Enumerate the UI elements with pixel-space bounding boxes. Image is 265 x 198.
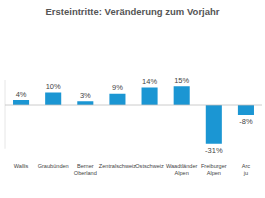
bar — [13, 100, 29, 105]
data-label: -8% — [239, 117, 253, 126]
category-label: Zentralschweiz — [99, 163, 137, 169]
category-label: WaadtländerAlpen — [166, 163, 198, 176]
bar — [206, 105, 222, 144]
category-label: Ostschweiz — [135, 163, 164, 169]
data-label: 14% — [142, 77, 157, 86]
bar — [238, 105, 254, 115]
data-label: 3% — [80, 91, 91, 100]
title: Ersteintritte: Veränderung zum Vorjahr — [45, 6, 219, 17]
data-label: 15% — [174, 76, 189, 85]
bar — [109, 94, 125, 105]
data-label: -31% — [205, 146, 223, 155]
category-label: FreiburgerAlpen — [201, 163, 227, 176]
data-label: 9% — [112, 83, 123, 92]
y-axis-line — [5, 80, 6, 149]
category-label: Arcju — [242, 163, 251, 176]
category-label: Wallis — [14, 163, 29, 169]
data-label: 4% — [16, 90, 27, 99]
chart: Ersteintritte: Veränderung zum Vorjahr 4%… — [0, 0, 265, 198]
bar — [77, 101, 93, 105]
bar — [45, 93, 61, 106]
bar — [142, 88, 158, 106]
data-label: 10% — [46, 82, 61, 91]
category-label: Graubünden — [38, 163, 69, 169]
bars — [13, 86, 254, 144]
category-label: BernerOberland — [74, 163, 97, 176]
bar — [174, 86, 190, 105]
baseline — [5, 105, 262, 106]
